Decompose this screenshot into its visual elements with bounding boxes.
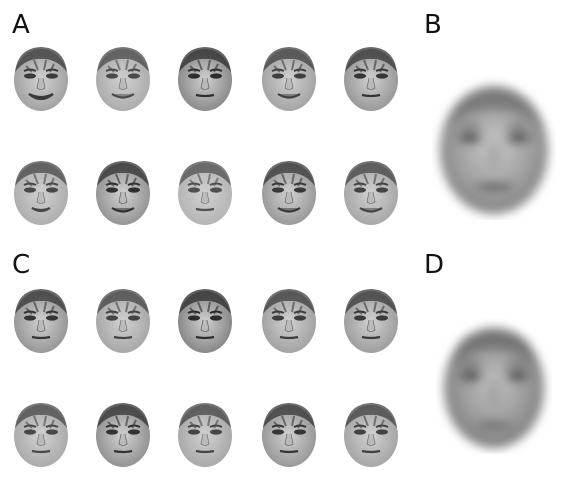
face-thumbnail xyxy=(342,44,400,112)
face-thumbnail xyxy=(94,44,152,112)
panel-label-a: A xyxy=(12,10,30,40)
face-thumbnail xyxy=(260,158,318,226)
face-thumbnail xyxy=(94,286,152,354)
face-thumbnail xyxy=(176,44,234,112)
face-thumbnail xyxy=(12,44,70,112)
face-thumbnail xyxy=(260,400,318,468)
face-thumbnail xyxy=(94,158,152,226)
face-thumbnail xyxy=(94,400,152,468)
face-thumbnail xyxy=(176,158,234,226)
panel-label-c: C xyxy=(12,250,31,280)
face-thumbnail xyxy=(260,286,318,354)
face-thumbnail xyxy=(12,286,70,354)
average-face-d xyxy=(436,318,552,454)
panel-label-d: D xyxy=(424,250,445,280)
average-face-b xyxy=(432,76,556,220)
face-thumbnail xyxy=(342,286,400,354)
face-thumbnail xyxy=(260,44,318,112)
face-thumbnail xyxy=(12,400,70,468)
face-thumbnail xyxy=(176,286,234,354)
panel-label-b: B xyxy=(424,10,442,40)
face-thumbnail xyxy=(342,400,400,468)
face-thumbnail xyxy=(342,158,400,226)
face-thumbnail xyxy=(12,158,70,226)
face-thumbnail xyxy=(176,400,234,468)
